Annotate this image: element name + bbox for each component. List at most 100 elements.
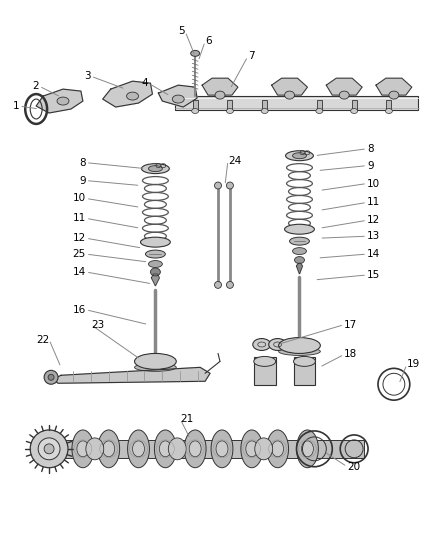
Polygon shape: [159, 85, 197, 107]
Text: 11: 11: [367, 197, 380, 207]
Ellipse shape: [301, 441, 314, 457]
Ellipse shape: [268, 338, 286, 351]
Ellipse shape: [293, 248, 307, 255]
Ellipse shape: [191, 51, 200, 56]
Text: 21: 21: [180, 414, 194, 424]
Ellipse shape: [339, 91, 349, 99]
Ellipse shape: [215, 91, 225, 99]
Text: 25: 25: [73, 249, 86, 259]
Ellipse shape: [261, 109, 268, 114]
Ellipse shape: [286, 151, 314, 160]
Text: 8: 8: [79, 158, 86, 168]
Bar: [175, 96, 418, 110]
Text: 17: 17: [344, 320, 357, 329]
Bar: [352, 100, 357, 110]
Text: 1: 1: [13, 101, 19, 111]
Ellipse shape: [279, 348, 320, 356]
Polygon shape: [53, 367, 210, 383]
Polygon shape: [326, 78, 362, 95]
Text: 14: 14: [73, 267, 86, 277]
Bar: [254, 358, 276, 385]
Ellipse shape: [172, 95, 184, 103]
Ellipse shape: [290, 237, 309, 245]
Text: 7: 7: [248, 51, 254, 61]
Ellipse shape: [44, 370, 58, 384]
Ellipse shape: [30, 430, 68, 468]
Text: 8: 8: [367, 144, 374, 154]
Polygon shape: [103, 81, 152, 107]
Bar: [262, 100, 267, 110]
Polygon shape: [202, 78, 238, 95]
Text: 13: 13: [367, 231, 380, 241]
Ellipse shape: [272, 441, 283, 457]
Ellipse shape: [127, 92, 138, 100]
Ellipse shape: [57, 97, 69, 105]
Text: 3: 3: [84, 71, 91, 81]
Ellipse shape: [86, 438, 104, 460]
Text: 19: 19: [407, 359, 420, 369]
Ellipse shape: [216, 441, 228, 457]
Ellipse shape: [184, 430, 206, 468]
Ellipse shape: [316, 109, 323, 114]
Bar: [50, 440, 364, 458]
Ellipse shape: [293, 357, 315, 366]
Text: 20: 20: [347, 462, 360, 472]
Ellipse shape: [253, 338, 271, 351]
Ellipse shape: [293, 153, 307, 159]
Ellipse shape: [226, 182, 233, 189]
Text: 6: 6: [205, 36, 212, 46]
Ellipse shape: [226, 281, 233, 288]
Ellipse shape: [389, 91, 399, 99]
Ellipse shape: [215, 182, 222, 189]
Text: 23: 23: [91, 320, 104, 329]
Text: 9: 9: [367, 160, 374, 171]
Text: 12: 12: [73, 233, 86, 243]
Ellipse shape: [385, 109, 392, 114]
Text: 2: 2: [32, 81, 39, 91]
Text: 4: 4: [142, 78, 148, 88]
Ellipse shape: [72, 430, 94, 468]
Polygon shape: [297, 263, 303, 274]
Ellipse shape: [148, 166, 162, 172]
Polygon shape: [36, 89, 83, 113]
Ellipse shape: [159, 441, 171, 457]
Ellipse shape: [38, 438, 60, 460]
Ellipse shape: [226, 109, 233, 114]
Ellipse shape: [103, 441, 115, 457]
Ellipse shape: [148, 261, 162, 268]
Bar: [293, 358, 315, 385]
Ellipse shape: [141, 164, 170, 174]
Text: 11: 11: [73, 213, 86, 223]
Ellipse shape: [134, 364, 176, 372]
Ellipse shape: [294, 256, 304, 263]
Text: 24: 24: [228, 156, 241, 166]
Text: 12: 12: [367, 215, 380, 225]
Ellipse shape: [134, 353, 176, 369]
Bar: [317, 100, 322, 110]
Ellipse shape: [127, 430, 149, 468]
Ellipse shape: [211, 430, 233, 468]
Ellipse shape: [155, 430, 176, 468]
Ellipse shape: [141, 237, 170, 247]
Ellipse shape: [145, 250, 165, 258]
Text: 5: 5: [179, 27, 185, 36]
Ellipse shape: [192, 109, 198, 114]
Ellipse shape: [285, 91, 294, 99]
Ellipse shape: [246, 441, 258, 457]
Text: 15: 15: [367, 270, 380, 280]
Text: 18: 18: [344, 350, 357, 359]
Text: 14: 14: [367, 249, 380, 259]
Text: 10: 10: [367, 179, 380, 189]
Ellipse shape: [241, 430, 263, 468]
Ellipse shape: [254, 357, 276, 366]
Ellipse shape: [189, 441, 201, 457]
Ellipse shape: [77, 441, 89, 457]
Ellipse shape: [297, 430, 318, 468]
Bar: [227, 100, 233, 110]
Ellipse shape: [168, 438, 186, 460]
Polygon shape: [152, 274, 159, 286]
Ellipse shape: [150, 268, 160, 276]
Polygon shape: [272, 78, 307, 95]
Text: 9: 9: [79, 175, 86, 185]
Ellipse shape: [255, 438, 273, 460]
